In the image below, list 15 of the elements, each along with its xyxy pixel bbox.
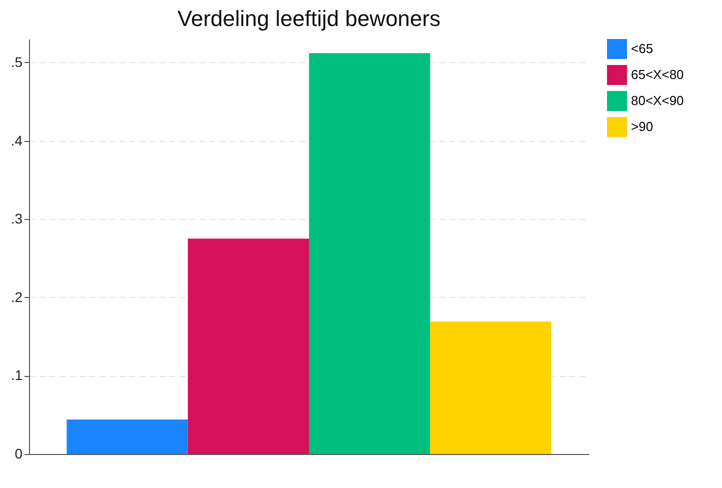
y-tick-label: .2 xyxy=(10,288,23,305)
y-tick-label: .1 xyxy=(10,367,23,384)
legend-label: 65<X<80 xyxy=(631,67,684,82)
legend-label: 80<X<90 xyxy=(631,93,684,108)
bar xyxy=(66,420,188,454)
y-tick-label: .5 xyxy=(10,54,23,70)
legend-label: >90 xyxy=(631,119,654,134)
chart-title: Verdeling leeftijd bewoners xyxy=(178,6,440,31)
bar xyxy=(430,322,552,454)
legend-label: <65 xyxy=(631,41,654,56)
y-tick-label: .4 xyxy=(10,132,23,148)
y-tick-label: 0 xyxy=(14,446,23,462)
y-tick-label: .3 xyxy=(10,210,23,227)
bar xyxy=(188,238,309,454)
bar xyxy=(309,53,430,454)
